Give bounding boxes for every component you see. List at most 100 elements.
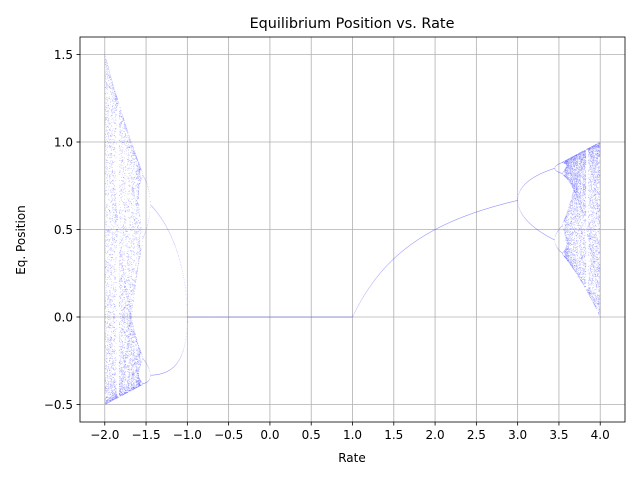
data-point	[137, 163, 139, 165]
data-point	[124, 307, 126, 309]
data-point	[134, 359, 136, 360]
data-point	[127, 337, 128, 338]
data-point	[121, 388, 123, 389]
data-point	[104, 379, 106, 381]
data-point	[126, 387, 128, 389]
data-point	[130, 144, 132, 146]
data-point	[147, 364, 148, 366]
data-point	[108, 397, 109, 399]
data-point	[111, 85, 112, 86]
data-point	[127, 235, 128, 237]
data-point	[122, 127, 123, 129]
data-point	[138, 177, 139, 179]
data-point	[131, 388, 132, 390]
data-point	[128, 346, 130, 348]
data-point	[110, 189, 112, 190]
data-point	[108, 350, 109, 352]
data-point	[140, 248, 141, 249]
data-point	[132, 191, 133, 193]
data-point	[107, 146, 109, 147]
data-point	[136, 238, 137, 240]
data-point	[137, 227, 138, 229]
data-point	[130, 334, 131, 335]
data-point	[128, 297, 129, 299]
data-point	[125, 307, 126, 308]
data-point	[120, 279, 122, 281]
data-point	[113, 397, 115, 398]
data-point	[120, 391, 122, 393]
data-point	[107, 180, 108, 181]
data-point	[135, 336, 137, 338]
data-point	[128, 337, 129, 338]
data-point	[114, 313, 115, 315]
data-point	[118, 350, 120, 352]
data-point	[118, 264, 120, 265]
data-point	[114, 195, 115, 197]
data-point	[142, 241, 143, 243]
data-point	[130, 290, 132, 291]
data-point	[112, 295, 114, 296]
data-point	[120, 209, 121, 211]
data-point	[110, 367, 112, 369]
data-point	[123, 312, 124, 314]
data-point	[109, 319, 111, 321]
data-point	[125, 192, 127, 194]
data-point	[105, 300, 106, 302]
data-point	[116, 219, 118, 220]
data-point	[131, 188, 133, 190]
data-point	[123, 125, 125, 127]
data-point	[131, 346, 132, 348]
data-point	[108, 397, 109, 399]
data-point	[121, 256, 123, 258]
data-point	[129, 317, 131, 319]
data-point	[136, 349, 138, 351]
data-point	[128, 329, 129, 330]
data-point	[130, 332, 131, 334]
data-point	[130, 316, 132, 318]
data-point	[138, 347, 140, 349]
data-point	[128, 209, 130, 211]
data-point	[111, 94, 113, 95]
data-point	[123, 289, 125, 290]
data-point	[129, 145, 130, 147]
data-point	[111, 87, 112, 89]
data-point	[129, 284, 130, 286]
data-point	[130, 216, 132, 217]
data-point	[122, 319, 123, 320]
data-point	[130, 338, 131, 339]
data-point	[132, 323, 133, 324]
data-point	[127, 140, 128, 141]
data-point	[105, 60, 107, 61]
data-point	[107, 125, 108, 127]
data-point	[107, 194, 108, 196]
data-point	[120, 190, 122, 192]
data-point	[105, 58, 107, 60]
data-point	[128, 246, 129, 248]
data-point	[126, 246, 128, 247]
data-point	[119, 145, 120, 146]
data-point	[131, 271, 133, 272]
data-point	[113, 362, 114, 364]
data-point	[111, 384, 113, 386]
data-point	[107, 76, 109, 78]
data-point	[133, 353, 135, 355]
data-point	[120, 367, 121, 369]
data-point	[114, 304, 115, 305]
data-point	[121, 254, 123, 256]
data-point	[132, 145, 133, 147]
data-point	[118, 324, 120, 325]
data-point	[134, 362, 136, 363]
data-point	[131, 193, 132, 195]
data-point	[133, 385, 135, 387]
data-point	[128, 320, 130, 322]
data-point	[138, 244, 140, 246]
data-point	[120, 383, 122, 385]
data-point	[124, 216, 126, 218]
data-point	[111, 355, 112, 357]
data-point	[126, 289, 128, 290]
data-point	[129, 361, 130, 362]
data-point	[111, 350, 113, 352]
data-point	[124, 307, 125, 308]
data-point	[114, 93, 116, 94]
data-point	[113, 88, 114, 89]
